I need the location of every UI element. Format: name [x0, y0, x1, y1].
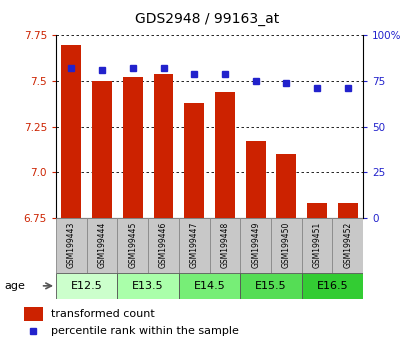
- Text: age: age: [4, 281, 25, 291]
- Bar: [24, 307, 43, 321]
- FancyBboxPatch shape: [240, 273, 302, 299]
- Text: percentile rank within the sample: percentile rank within the sample: [51, 326, 239, 336]
- FancyBboxPatch shape: [56, 218, 87, 273]
- Bar: [184, 103, 204, 218]
- FancyBboxPatch shape: [332, 218, 363, 273]
- FancyBboxPatch shape: [87, 218, 117, 273]
- FancyBboxPatch shape: [56, 273, 117, 299]
- Text: E14.5: E14.5: [194, 281, 225, 291]
- Text: GSM199443: GSM199443: [67, 222, 76, 268]
- Text: GSM199449: GSM199449: [251, 222, 260, 268]
- Bar: [246, 141, 266, 218]
- FancyBboxPatch shape: [271, 218, 302, 273]
- Text: GSM199450: GSM199450: [282, 222, 291, 268]
- FancyBboxPatch shape: [240, 218, 271, 273]
- Text: GSM199444: GSM199444: [98, 222, 107, 268]
- Text: transformed count: transformed count: [51, 309, 155, 319]
- Text: GSM199451: GSM199451: [312, 222, 322, 268]
- FancyBboxPatch shape: [117, 273, 179, 299]
- Text: E15.5: E15.5: [255, 281, 287, 291]
- Text: GSM199446: GSM199446: [159, 222, 168, 268]
- Text: E13.5: E13.5: [132, 281, 164, 291]
- Text: E12.5: E12.5: [71, 281, 103, 291]
- FancyBboxPatch shape: [302, 273, 363, 299]
- Bar: [154, 74, 173, 218]
- FancyBboxPatch shape: [210, 218, 240, 273]
- Bar: [338, 203, 358, 218]
- Bar: [123, 77, 143, 218]
- Text: GSM199447: GSM199447: [190, 222, 199, 268]
- Text: GSM199452: GSM199452: [343, 222, 352, 268]
- FancyBboxPatch shape: [117, 218, 148, 273]
- Text: GSM199445: GSM199445: [128, 222, 137, 268]
- FancyBboxPatch shape: [302, 218, 332, 273]
- FancyBboxPatch shape: [148, 218, 179, 273]
- Text: E16.5: E16.5: [317, 281, 348, 291]
- Bar: [276, 154, 296, 218]
- Bar: [61, 45, 81, 218]
- Text: GSM199448: GSM199448: [220, 222, 229, 268]
- FancyBboxPatch shape: [179, 218, 210, 273]
- Bar: [92, 81, 112, 218]
- FancyBboxPatch shape: [179, 273, 240, 299]
- Text: GDS2948 / 99163_at: GDS2948 / 99163_at: [135, 12, 280, 27]
- Bar: [307, 203, 327, 218]
- Bar: [215, 92, 235, 218]
